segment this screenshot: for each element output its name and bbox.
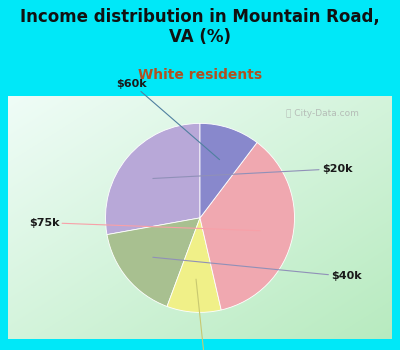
Text: $30k: $30k [190, 279, 220, 350]
Wedge shape [106, 124, 200, 234]
Text: $20k: $20k [153, 164, 352, 178]
Wedge shape [200, 142, 294, 310]
Text: Income distribution in Mountain Road,
VA (%): Income distribution in Mountain Road, VA… [20, 8, 380, 46]
Text: ⓘ City-Data.com: ⓘ City-Data.com [286, 109, 359, 118]
Text: $60k: $60k [117, 79, 220, 160]
Wedge shape [107, 218, 200, 307]
Text: $40k: $40k [153, 257, 362, 281]
Text: $75k: $75k [29, 218, 260, 231]
Wedge shape [200, 124, 257, 218]
Text: White residents: White residents [138, 68, 262, 82]
Wedge shape [167, 218, 221, 312]
